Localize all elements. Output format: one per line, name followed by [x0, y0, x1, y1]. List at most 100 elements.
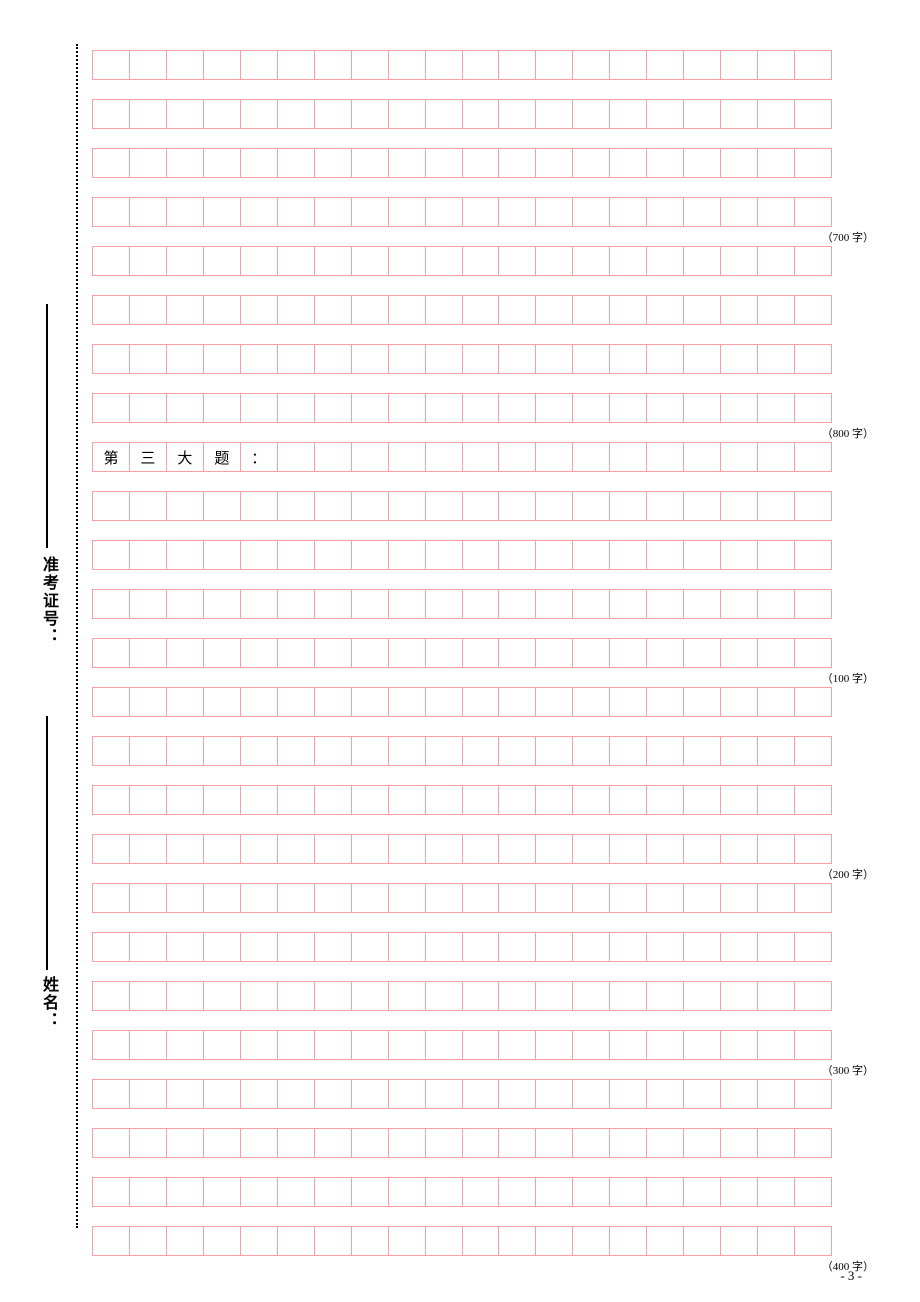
grid-cell[interactable] [499, 884, 536, 912]
grid-cell[interactable] [463, 1129, 500, 1157]
grid-cell[interactable] [426, 884, 463, 912]
grid-cell[interactable] [721, 541, 758, 569]
grid-cell[interactable] [389, 1080, 426, 1108]
grid-cell[interactable] [352, 345, 389, 373]
grid-cell[interactable] [352, 590, 389, 618]
grid-cell[interactable] [130, 590, 167, 618]
grid-cell[interactable] [167, 884, 204, 912]
grid-cell[interactable] [684, 884, 721, 912]
grid-cell[interactable] [721, 51, 758, 79]
grid-cell[interactable] [463, 51, 500, 79]
grid-cell[interactable] [684, 933, 721, 961]
grid-cell[interactable] [167, 541, 204, 569]
grid-cell[interactable] [499, 982, 536, 1010]
grid-cell[interactable] [93, 149, 130, 177]
grid-cell[interactable] [684, 1178, 721, 1206]
grid-cell[interactable] [647, 443, 684, 471]
grid-cell[interactable] [93, 100, 130, 128]
grid-cell[interactable] [167, 394, 204, 422]
grid-cell[interactable] [758, 1080, 795, 1108]
grid-cell[interactable] [647, 688, 684, 716]
grid-cell[interactable] [315, 492, 352, 520]
grid-cell[interactable] [167, 1129, 204, 1157]
grid-cell[interactable] [573, 541, 610, 569]
grid-cell[interactable] [278, 884, 315, 912]
grid-cell[interactable] [463, 443, 500, 471]
grid-cell[interactable] [463, 933, 500, 961]
grid-cell[interactable] [389, 1129, 426, 1157]
grid-cell[interactable] [352, 688, 389, 716]
grid-cell[interactable] [389, 492, 426, 520]
grid-cell[interactable] [426, 492, 463, 520]
grid-cell[interactable] [204, 1080, 241, 1108]
grid-cell[interactable] [647, 149, 684, 177]
grid-cell[interactable] [758, 443, 795, 471]
grid-cell[interactable] [352, 933, 389, 961]
grid-cell[interactable] [93, 639, 130, 667]
grid-cell[interactable] [204, 835, 241, 863]
grid-cell[interactable] [647, 884, 684, 912]
grid-cell[interactable] [204, 1227, 241, 1255]
grid-cell[interactable] [499, 51, 536, 79]
grid-cell[interactable] [315, 100, 352, 128]
grid-cell[interactable] [426, 100, 463, 128]
grid-cell[interactable] [499, 247, 536, 275]
grid-cell[interactable] [536, 933, 573, 961]
grid-cell[interactable] [536, 1178, 573, 1206]
grid-cell[interactable] [130, 786, 167, 814]
grid-cell[interactable] [684, 835, 721, 863]
grid-cell[interactable] [167, 100, 204, 128]
grid-cell[interactable] [758, 1178, 795, 1206]
grid-cell[interactable] [647, 1031, 684, 1059]
grid-cell[interactable] [758, 786, 795, 814]
grid-cell[interactable] [684, 394, 721, 422]
grid-cell[interactable] [315, 835, 352, 863]
grid-cell[interactable] [610, 590, 647, 618]
grid-cell[interactable] [352, 884, 389, 912]
grid-cell[interactable] [463, 1227, 500, 1255]
grid-cell[interactable] [610, 149, 647, 177]
grid-cell[interactable] [278, 394, 315, 422]
grid-cell[interactable] [795, 786, 831, 814]
grid-cell[interactable] [93, 247, 130, 275]
grid-cell[interactable] [647, 100, 684, 128]
grid-cell[interactable] [573, 786, 610, 814]
grid-cell[interactable] [536, 296, 573, 324]
grid-cell[interactable] [610, 1031, 647, 1059]
grid-cell[interactable] [426, 737, 463, 765]
grid-cell[interactable] [610, 51, 647, 79]
grid-cell[interactable] [758, 982, 795, 1010]
grid-cell[interactable] [93, 51, 130, 79]
grid-cell[interactable] [463, 345, 500, 373]
grid-cell[interactable] [499, 296, 536, 324]
grid-cell[interactable] [241, 835, 278, 863]
grid-cell[interactable] [241, 345, 278, 373]
grid-cell[interactable] [426, 688, 463, 716]
grid-cell[interactable] [93, 492, 130, 520]
grid-cell[interactable] [499, 1031, 536, 1059]
grid-cell[interactable] [499, 443, 536, 471]
grid-cell[interactable] [536, 1227, 573, 1255]
grid-cell[interactable] [536, 247, 573, 275]
grid-cell[interactable] [536, 639, 573, 667]
grid-cell[interactable] [573, 835, 610, 863]
grid-cell[interactable] [426, 149, 463, 177]
grid-cell[interactable] [130, 247, 167, 275]
grid-cell[interactable] [278, 100, 315, 128]
grid-cell[interactable] [573, 1031, 610, 1059]
grid-cell[interactable] [352, 982, 389, 1010]
grid-cell[interactable] [795, 100, 831, 128]
grid-cell[interactable] [315, 1178, 352, 1206]
grid-cell[interactable] [536, 688, 573, 716]
grid-cell[interactable] [463, 1080, 500, 1108]
grid-cell[interactable] [499, 1129, 536, 1157]
grid-cell[interactable] [426, 590, 463, 618]
grid-cell[interactable] [647, 345, 684, 373]
grid-cell[interactable] [130, 394, 167, 422]
grid-cell[interactable] [352, 149, 389, 177]
grid-cell[interactable] [241, 688, 278, 716]
grid-cell[interactable] [795, 982, 831, 1010]
grid-cell[interactable] [499, 541, 536, 569]
grid-cell[interactable] [389, 1031, 426, 1059]
grid-cell[interactable] [536, 786, 573, 814]
